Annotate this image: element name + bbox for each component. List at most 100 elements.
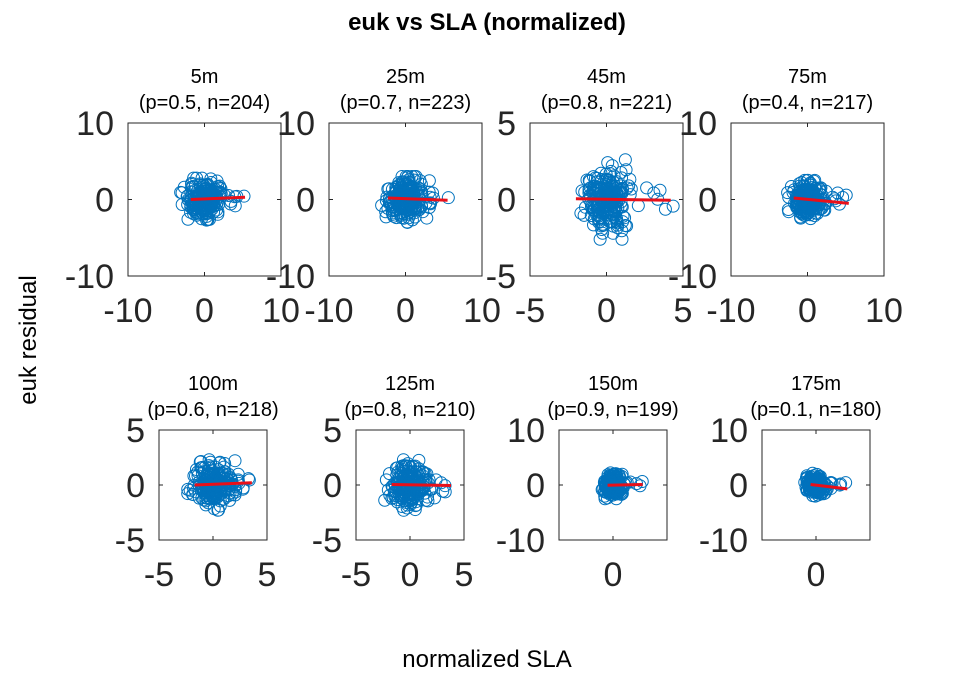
- x-tick-label: 0: [807, 556, 826, 594]
- panel-points: [181, 453, 256, 517]
- panel-100m: 100m(p=0.6, n=218)-505-5 0 5: [115, 373, 279, 594]
- scatter-point: [416, 205, 430, 219]
- scatter-point: [393, 482, 407, 496]
- scatter-point: [222, 188, 236, 202]
- panel-150m: 150m (p=0.9, n=199) -10 0 10 0: [496, 373, 679, 594]
- x-tick-label: 0: [396, 292, 415, 330]
- y-tick-label: 0: [296, 182, 315, 220]
- x-tick-label: 5: [258, 556, 277, 594]
- x-tick-label: -10: [103, 292, 152, 330]
- scatter-point: [604, 476, 618, 490]
- panel-75m: 75m (p=0.4, n=217) -10 0 10 -10 0 10: [668, 66, 903, 330]
- regression-line: [190, 195, 246, 201]
- regression-line: [194, 481, 252, 487]
- x-tick-label: 0: [195, 292, 214, 330]
- y-tick-label: 10: [710, 412, 748, 450]
- regression-line: [391, 482, 452, 488]
- scatter-point: [640, 181, 654, 195]
- scatter-point: [422, 174, 436, 188]
- x-tick-label: 5: [455, 556, 474, 594]
- scatter-point: [194, 454, 208, 468]
- scatter-point: [833, 478, 847, 492]
- scatter-point: [594, 175, 608, 189]
- x-tick-label: 5: [674, 292, 693, 330]
- scatter-point: [393, 178, 407, 192]
- scatter-point: [591, 184, 605, 198]
- panel-stats-label: (p=0.4, n=217): [742, 92, 873, 114]
- scatter-point: [839, 188, 853, 202]
- scatter-point: [191, 465, 205, 479]
- x-tick-label: 10: [262, 292, 300, 330]
- regression-line: [575, 197, 671, 202]
- scatter-point: [395, 500, 409, 514]
- panel-points: [574, 153, 680, 246]
- x-tick-label: 10: [865, 292, 903, 330]
- panel-stats-label: (p=0.9, n=199): [547, 399, 678, 421]
- panel-depth-label: 45m: [587, 66, 626, 88]
- scatter-point: [798, 173, 812, 187]
- scatter-point: [653, 183, 667, 197]
- scatter-point: [201, 194, 215, 208]
- panel-depth-label: 150m: [588, 373, 638, 395]
- scatter-point: [210, 486, 224, 500]
- x-tick-label: -5: [144, 556, 174, 594]
- panel-125m: 125m(p=0.8, n=210)-505-5 0 5: [312, 373, 476, 594]
- scatter-point: [595, 483, 609, 497]
- y-tick-label: 10: [76, 105, 114, 143]
- y-tick-label: -10: [699, 522, 748, 560]
- scatter-point: [409, 495, 423, 509]
- scatter-point: [228, 454, 242, 468]
- panel-stats-label: (p=0.5, n=204): [139, 92, 270, 114]
- scatter-point: [605, 215, 619, 229]
- scatter-point: [583, 174, 597, 188]
- scatter-point: [204, 464, 218, 478]
- scatter-point: [610, 175, 624, 189]
- scatter-point: [379, 473, 393, 487]
- scatter-point: [623, 172, 637, 186]
- scatter-point: [831, 186, 845, 200]
- panel-depth-label: 5m: [191, 66, 219, 88]
- scatter-point: [597, 179, 611, 193]
- panel-points: [595, 466, 649, 506]
- scatter-point: [413, 174, 427, 188]
- scatter-point: [421, 490, 435, 504]
- scatter-point: [802, 195, 816, 209]
- scatter-point: [410, 470, 424, 484]
- y-tick-label: 5: [126, 412, 145, 450]
- panel-points: [174, 171, 251, 227]
- panel-depth-label: 25m: [386, 66, 425, 88]
- scatter-point: [605, 159, 619, 173]
- scatter-point: [425, 482, 439, 496]
- regression-line: [810, 482, 848, 491]
- scatter-point: [666, 199, 680, 213]
- scatter-point: [620, 181, 634, 195]
- scatter-point: [441, 191, 455, 205]
- y-tick-label: -10: [496, 522, 545, 560]
- scatter-point: [183, 483, 197, 497]
- scatter-point: [575, 184, 589, 198]
- x-axis-label: normalized SLA: [402, 646, 571, 673]
- scatter-point: [618, 153, 632, 167]
- scatter-point: [231, 474, 245, 488]
- scatter-point: [201, 202, 215, 216]
- y-tick-label: -10: [65, 258, 114, 296]
- x-tick-label: -10: [304, 292, 353, 330]
- scatter-point: [228, 199, 242, 213]
- scatter-point: [229, 485, 243, 499]
- y-tick-label: 5: [323, 412, 342, 450]
- panel-25m: 25m (p=0.7, n=223) -10 0 10 -10 0 10: [266, 66, 501, 330]
- y-tick-label: 0: [698, 182, 717, 220]
- scatter-point: [201, 177, 215, 191]
- panel-175m: 175m (p=0.1, n=180) -10 0 10 0: [699, 373, 882, 594]
- scatter-point: [197, 461, 211, 475]
- scatter-point: [223, 486, 237, 500]
- x-tick-label: 10: [463, 292, 501, 330]
- scatter-point: [614, 179, 628, 193]
- scatter-point: [598, 474, 612, 488]
- scatter-point: [817, 487, 831, 501]
- scatter-point: [794, 176, 808, 190]
- panel-stats-label: (p=0.6, n=218): [147, 399, 278, 421]
- scatter-point: [798, 195, 812, 209]
- regression-line: [387, 196, 448, 202]
